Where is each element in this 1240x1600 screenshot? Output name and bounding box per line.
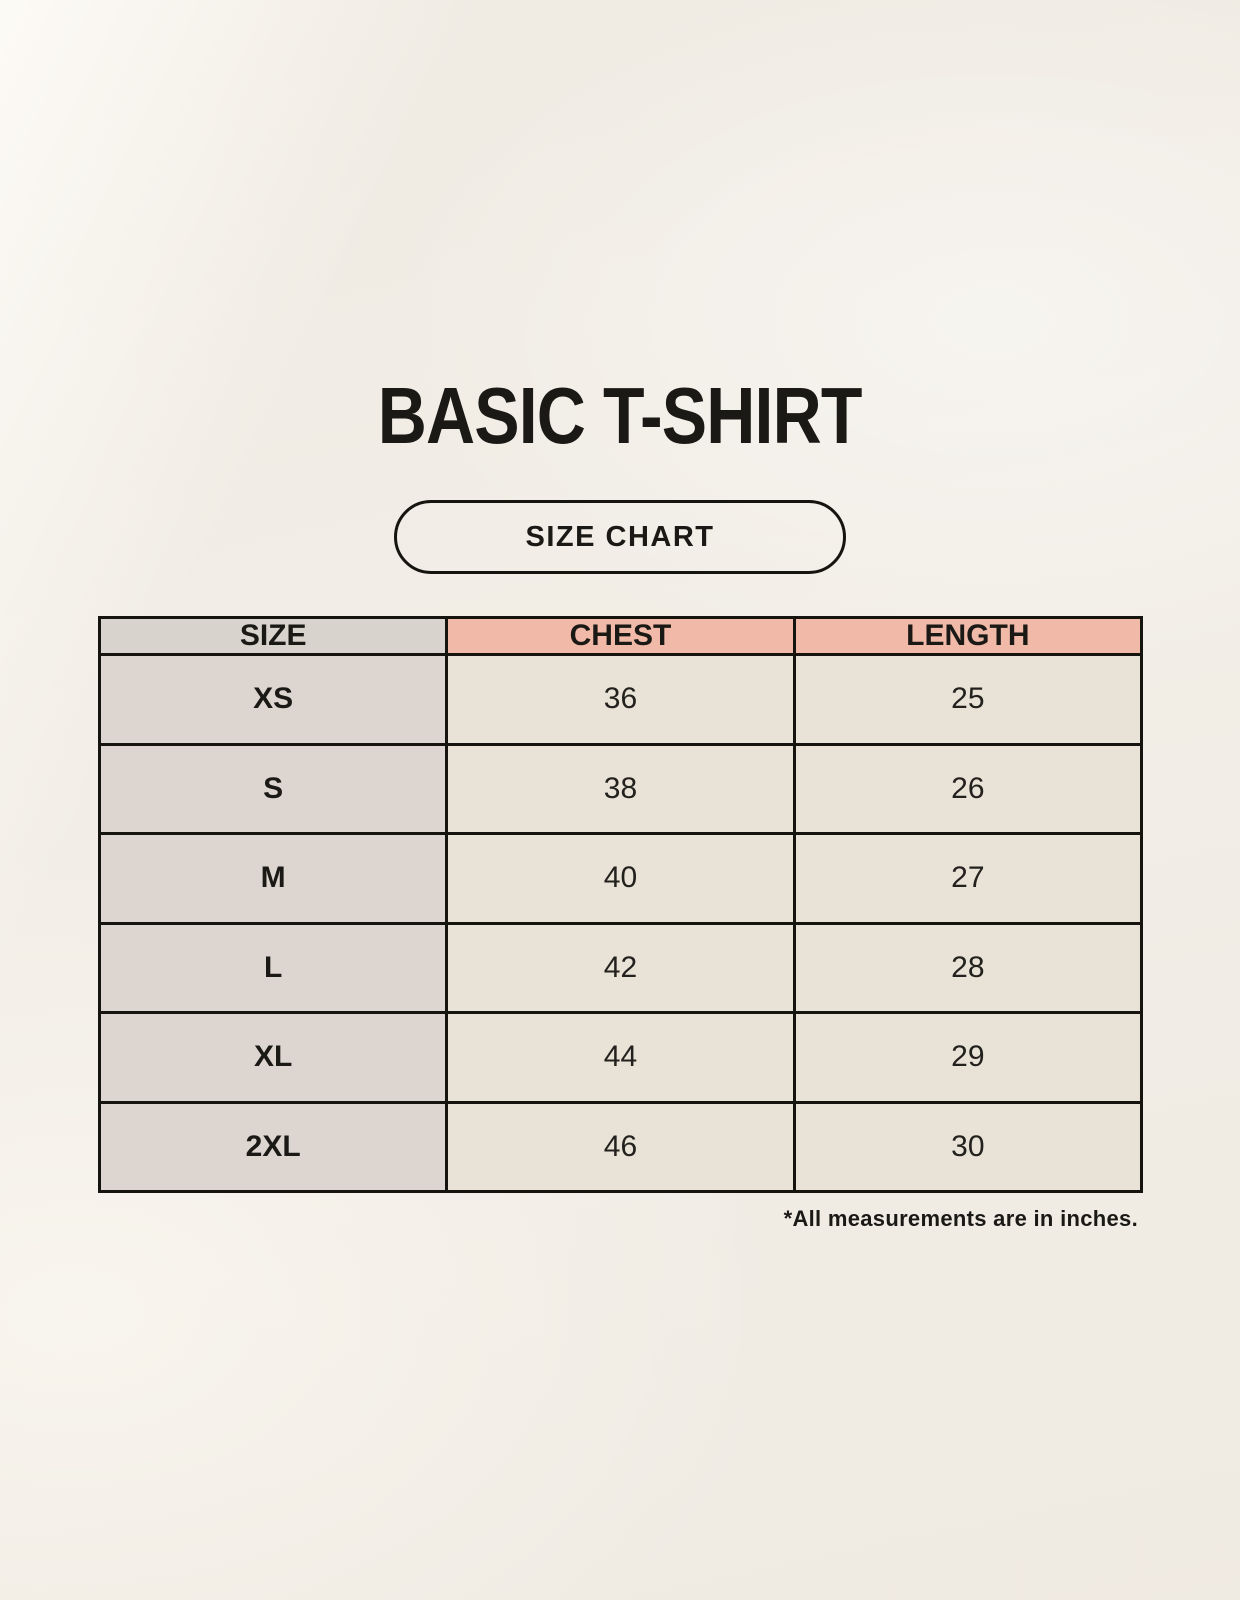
table-row: XS 36 25 xyxy=(97,653,1144,746)
length-value-cell: 30 xyxy=(792,1100,1144,1193)
size-label-cell: XL xyxy=(97,1011,449,1104)
length-value-cell: 27 xyxy=(792,832,1144,925)
table-row: M 40 27 xyxy=(97,832,1144,925)
chest-value-cell: 44 xyxy=(445,1011,796,1104)
size-chart-button-label: SIZE CHART xyxy=(525,520,715,553)
size-label-cell: M xyxy=(97,832,449,925)
table-row: 2XL 46 30 xyxy=(97,1100,1144,1193)
chest-value-cell: 46 xyxy=(445,1100,796,1193)
size-chart-table: SIZE CHEST LENGTH XS 36 25 S 38 26 M 40 27 L 42 28 X… xyxy=(97,616,1144,1193)
length-value-cell: 25 xyxy=(792,653,1144,746)
size-label-cell: 2XL xyxy=(97,1100,449,1193)
page-title: BASIC T-SHIRT xyxy=(0,372,1240,460)
length-value-cell: 26 xyxy=(792,742,1144,835)
page-title-text: BASIC T-SHIRT xyxy=(378,371,863,460)
chest-value-cell: 38 xyxy=(445,742,796,835)
table-header-row: SIZE CHEST LENGTH xyxy=(97,616,1144,656)
length-value-cell: 29 xyxy=(792,1011,1144,1104)
header-cell-length: LENGTH xyxy=(792,616,1144,656)
chest-value-cell: 36 xyxy=(445,653,796,746)
chest-value-cell: 42 xyxy=(445,921,796,1014)
length-value-cell: 28 xyxy=(792,921,1144,1014)
size-label-cell: L xyxy=(97,921,449,1014)
size-table-body: XS 36 25 S 38 26 M 40 27 L 42 28 XL 44 29 2XL 46 30 xyxy=(97,653,1144,1193)
table-row: S 38 26 xyxy=(97,742,1144,835)
size-label-cell: XS xyxy=(97,653,449,746)
table-row: L 42 28 xyxy=(97,921,1144,1014)
header-cell-chest: CHEST xyxy=(445,616,796,656)
size-label-cell: S xyxy=(97,742,449,835)
measurements-note: *All measurements are in inches. xyxy=(783,1206,1138,1231)
header-cell-size: SIZE xyxy=(97,616,449,656)
size-chart-button[interactable]: SIZE CHART xyxy=(394,500,846,574)
chest-value-cell: 40 xyxy=(445,832,796,925)
table-row: XL 44 29 xyxy=(97,1011,1144,1104)
